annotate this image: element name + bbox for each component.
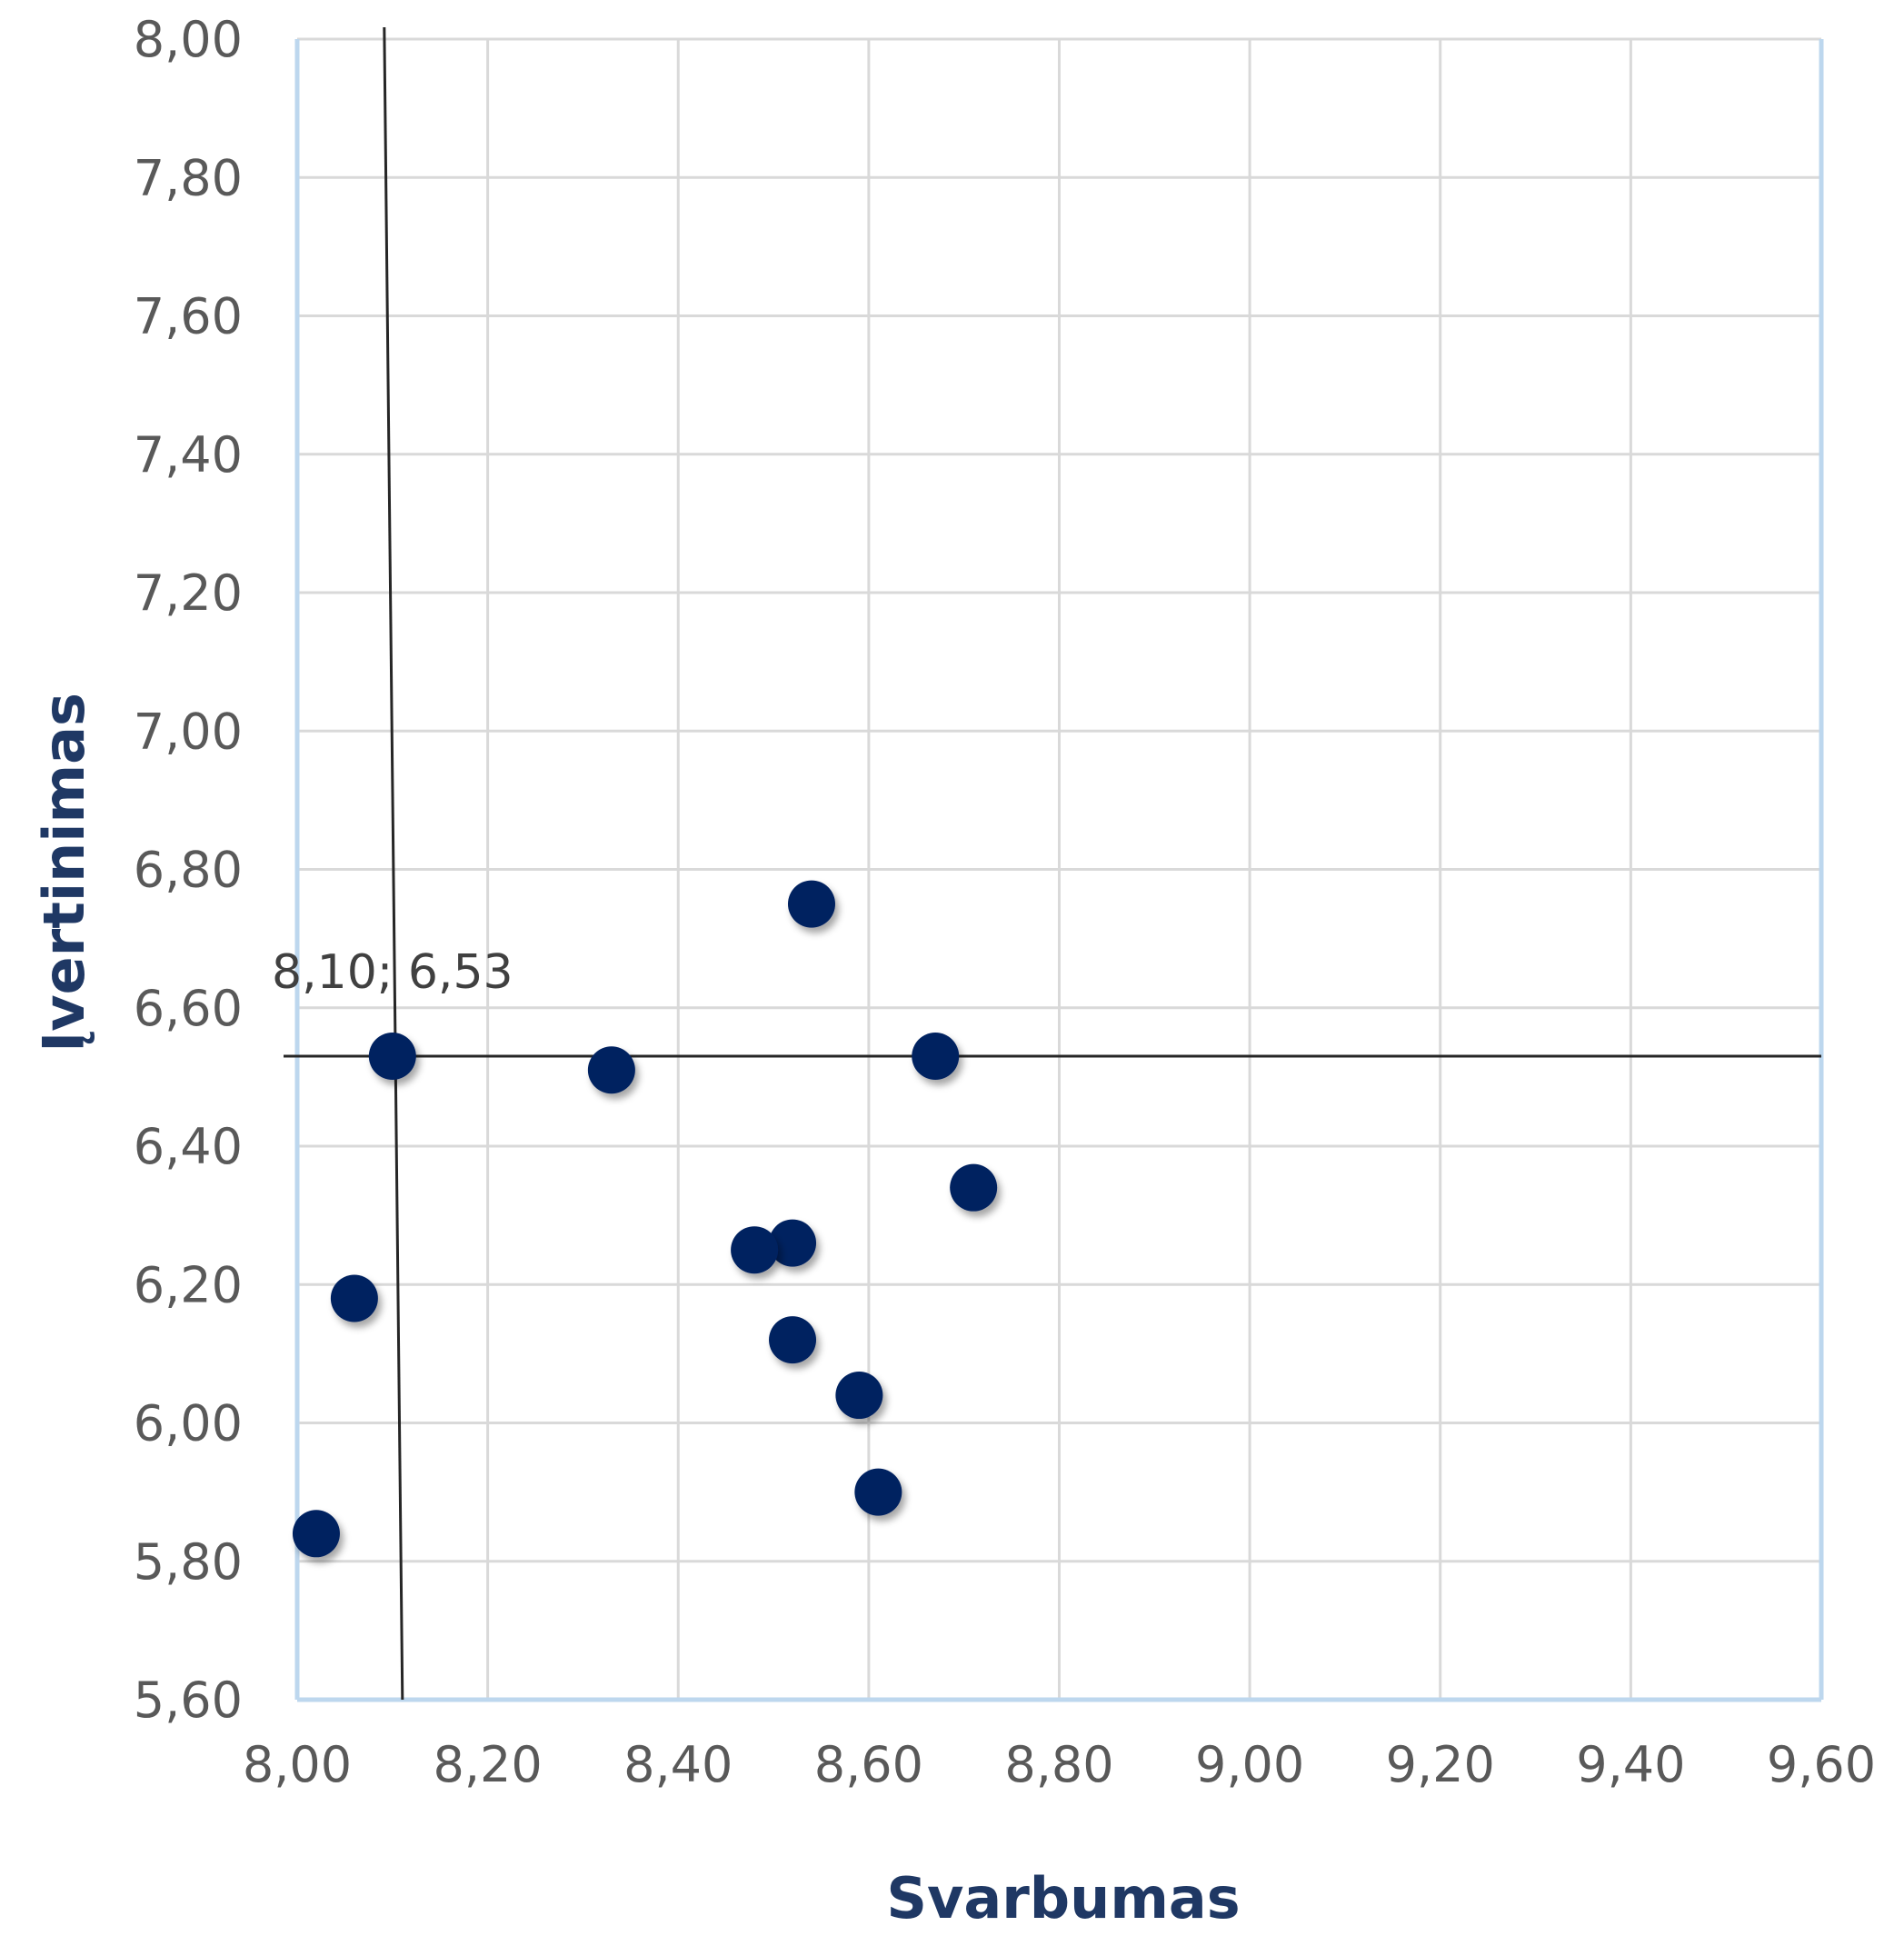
y-tick-label: 7,20 xyxy=(134,564,243,622)
data-points xyxy=(292,880,998,1558)
data-point xyxy=(330,1274,378,1322)
tick-labels: 5,60 5,80 6,00 6,20 6,40 6,60 6,80 7,00 7,20 7,40… xyxy=(134,11,1876,1793)
y-tick-label: 7,80 xyxy=(134,149,243,206)
data-point xyxy=(950,1163,998,1212)
y-axis-title: Įvertinimas xyxy=(31,693,97,1053)
x-tick-label: 8,00 xyxy=(243,1736,352,1793)
x-tick-label: 8,80 xyxy=(1004,1736,1113,1793)
y-tick-label: 7,00 xyxy=(134,703,243,760)
x-tick-label: 8,60 xyxy=(814,1736,923,1793)
x-tick-label: 9,60 xyxy=(1767,1736,1876,1793)
data-point xyxy=(854,1468,902,1516)
point-annotation: 8,10; 6,53 xyxy=(272,945,513,1000)
x-tick-label: 8,40 xyxy=(623,1736,733,1793)
y-tick-label: 6,80 xyxy=(134,842,243,899)
data-point xyxy=(787,880,835,928)
data-point xyxy=(731,1226,779,1274)
y-tick-label: 6,20 xyxy=(134,1256,243,1313)
data-point xyxy=(769,1316,817,1364)
y-tick-label: 7,60 xyxy=(134,288,243,345)
x-tick-label: 8,20 xyxy=(434,1736,543,1793)
gridlines xyxy=(295,37,1823,1701)
x-tick-label: 9,20 xyxy=(1386,1736,1495,1793)
data-point xyxy=(769,1219,817,1267)
data-point xyxy=(368,1033,416,1081)
y-tick-label: 7,40 xyxy=(134,426,243,484)
y-tick-label: 6,60 xyxy=(134,980,243,1037)
y-tick-label: 5,80 xyxy=(134,1533,243,1591)
vertical-reference-line xyxy=(383,26,404,1701)
y-tick-label: 8,00 xyxy=(134,11,243,68)
y-tick-label: 5,60 xyxy=(134,1672,243,1729)
x-axis-title: Svarbumas xyxy=(886,1865,1240,1931)
y-tick-label: 6,00 xyxy=(134,1395,243,1452)
x-tick-label: 9,00 xyxy=(1195,1736,1304,1793)
data-point xyxy=(587,1046,635,1094)
y-tick-label: 6,40 xyxy=(134,1118,243,1175)
data-point xyxy=(292,1510,340,1558)
data-point xyxy=(912,1033,960,1081)
x-tick-label: 9,40 xyxy=(1576,1736,1685,1793)
reference-lines xyxy=(284,26,1821,1701)
axes xyxy=(294,39,1824,1702)
data-point xyxy=(835,1372,883,1420)
